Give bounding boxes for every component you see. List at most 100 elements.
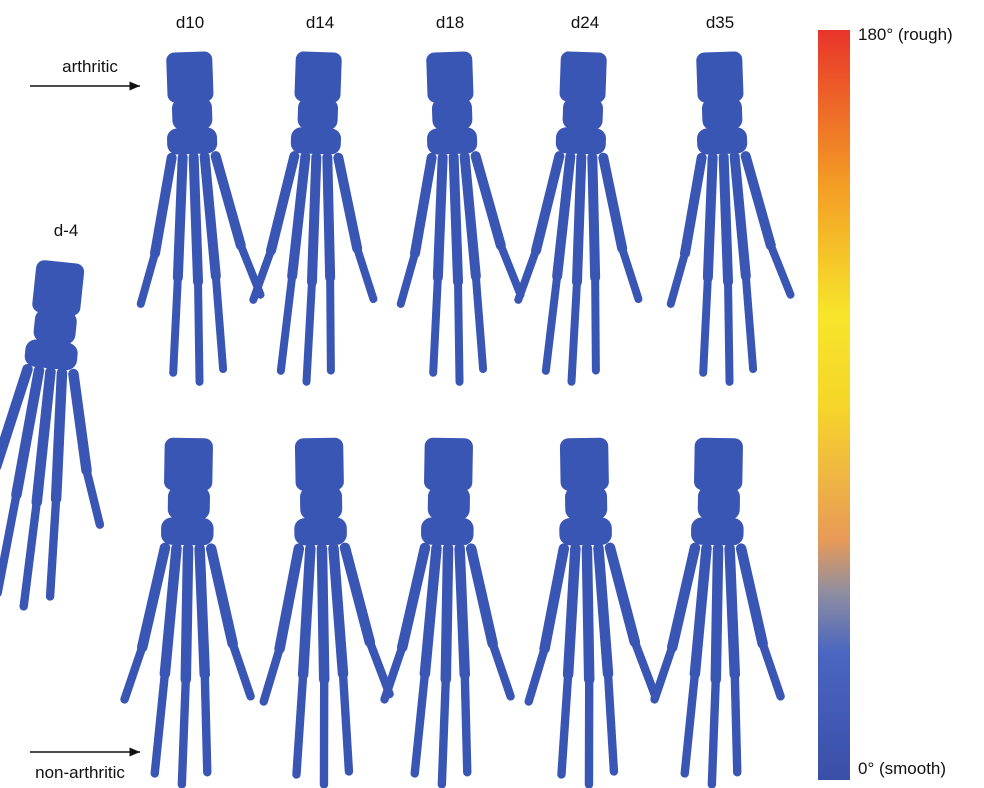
ankle [297, 97, 338, 130]
column-label: d35 [706, 13, 734, 32]
ankle [691, 517, 744, 545]
toe [442, 679, 446, 784]
toe [139, 253, 157, 304]
toe [196, 282, 201, 382]
ankle [290, 127, 341, 155]
bone [476, 155, 501, 246]
toe [587, 679, 591, 784]
toe [655, 647, 673, 700]
baseline-label: d-4 [54, 221, 79, 240]
colorbar [818, 30, 850, 780]
toe [571, 282, 576, 382]
toe [712, 679, 716, 784]
bone [470, 549, 495, 644]
toe [746, 276, 753, 369]
tarsal [295, 438, 344, 491]
paw [259, 437, 391, 786]
toe [399, 253, 417, 304]
ankle [565, 486, 608, 520]
toe [415, 674, 425, 774]
bone [727, 548, 737, 674]
bone [335, 158, 360, 249]
toe [182, 679, 186, 784]
ankle [562, 97, 603, 130]
paw-images [0, 50, 793, 786]
bone [301, 548, 313, 674]
toe [700, 278, 711, 373]
bone [322, 548, 324, 679]
tarsal [164, 438, 213, 491]
bone [566, 548, 578, 674]
paw [251, 50, 382, 384]
ankle [24, 339, 79, 372]
column-label: d18 [436, 13, 464, 32]
tarsal [424, 438, 473, 491]
toe [216, 276, 223, 369]
toe [501, 245, 521, 296]
ankle [421, 517, 474, 545]
ankle [168, 486, 211, 520]
row-label: non-arthritic [35, 763, 125, 782]
toe [546, 276, 557, 371]
paw [383, 437, 515, 786]
bone [174, 157, 187, 277]
bone [142, 547, 165, 647]
toe [608, 674, 614, 772]
paw [662, 50, 793, 384]
toe [263, 649, 281, 702]
tarsal [694, 438, 743, 491]
column-label: d14 [306, 13, 334, 32]
bone [577, 157, 581, 282]
toe [528, 649, 546, 702]
bone [312, 157, 316, 282]
bone [600, 158, 625, 249]
toe [322, 679, 326, 784]
paw [123, 437, 255, 786]
toe [771, 245, 791, 296]
bone [588, 157, 599, 277]
toe [281, 276, 292, 371]
bone [402, 547, 425, 647]
ankle [698, 486, 741, 520]
bone [543, 549, 566, 649]
bone [716, 548, 718, 679]
toe [306, 282, 311, 382]
bone [598, 548, 608, 674]
toe [669, 253, 687, 304]
page: arthritic non-arthritic d-4 180° (rough)… [0, 0, 984, 788]
toe [430, 278, 441, 373]
tarsal [294, 51, 342, 103]
ankle [697, 127, 748, 155]
tarsal [426, 51, 474, 103]
toe [560, 675, 570, 775]
toe [155, 674, 165, 774]
paw [653, 437, 785, 786]
bone [216, 155, 241, 246]
tarsal [166, 51, 214, 103]
toe [0, 494, 16, 594]
toe [46, 499, 60, 597]
ankle [702, 97, 743, 130]
bone [587, 548, 589, 679]
bone [672, 547, 695, 647]
tarsal [31, 259, 85, 316]
bone [197, 548, 207, 674]
toe [355, 248, 375, 299]
bone [210, 549, 235, 644]
bone [465, 156, 476, 276]
toe [125, 647, 143, 700]
bone [446, 548, 448, 679]
ankle [300, 486, 343, 520]
bone [740, 549, 765, 644]
tarsal [559, 51, 607, 103]
bone [412, 158, 435, 254]
ankle [432, 97, 473, 130]
figure: arthritic non-arthritic d-4 180° (rough)… [0, 0, 984, 788]
bone [735, 156, 746, 276]
bone [323, 157, 334, 277]
toe [518, 250, 536, 301]
bone [746, 155, 771, 246]
row-label: arthritic [62, 57, 118, 76]
paw [0, 256, 127, 614]
bone [610, 547, 635, 642]
